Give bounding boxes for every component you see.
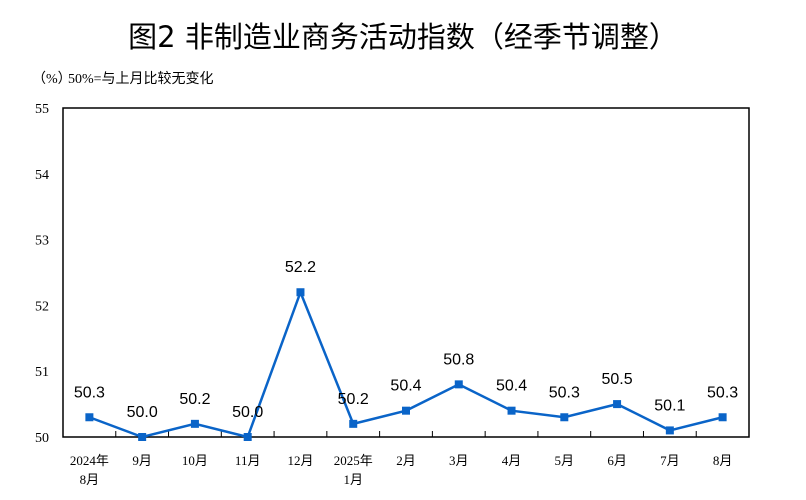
x-tick-label: 7月: [660, 453, 680, 468]
x-tick-label: 3月: [449, 453, 469, 468]
data-label: 50.0: [127, 404, 158, 421]
x-tick-label: 2024年: [70, 453, 109, 468]
x-tick-label: 9月: [132, 453, 152, 468]
data-point: [349, 419, 358, 428]
data-point: [665, 426, 674, 435]
y-tick-label: 51: [35, 365, 49, 380]
y-unit-label: （%）: [32, 72, 72, 87]
data-point: [402, 406, 410, 415]
data-label: 52.2: [285, 259, 316, 276]
plot-frame: [62, 107, 750, 438]
x-tick-label: 6月: [607, 453, 627, 468]
data-point: [85, 413, 94, 422]
x-tick-label: 2月: [396, 453, 416, 468]
x-tick-label: 5月: [555, 453, 575, 468]
x-tick-label: 10月: [182, 453, 208, 468]
data-point: [454, 380, 463, 389]
data-label: 50.2: [179, 391, 210, 408]
data-label: 50.3: [74, 384, 105, 401]
data-label: 50.4: [390, 378, 421, 395]
data-label: 50.0: [232, 404, 263, 421]
x-tick-label: 4月: [502, 453, 522, 468]
y-tick-label: 50: [35, 431, 49, 446]
data-label: 50.8: [443, 351, 474, 368]
data-label: 50.3: [549, 384, 580, 401]
data-label: 50.1: [654, 397, 685, 414]
data-point: [138, 433, 147, 441]
data-point: [190, 419, 199, 428]
data-label: 50.5: [602, 371, 633, 388]
data-point: [243, 433, 252, 441]
x-tick-label: 8月: [713, 453, 733, 468]
y-tick-label: 53: [35, 234, 49, 249]
data-point: [613, 400, 622, 409]
chart-annotation: 50%=与上月比较无变化: [68, 72, 214, 87]
data-point: [718, 413, 727, 422]
x-tick-label: 8月: [80, 472, 100, 487]
y-tick-label: 52: [35, 299, 49, 314]
data-label: 50.3: [707, 384, 738, 401]
series-line: [88, 288, 723, 439]
y-tick-label: 54: [35, 168, 49, 183]
x-tick-label: 1月: [343, 472, 363, 487]
x-tick-label: 12月: [287, 453, 313, 468]
data-point: [560, 413, 569, 422]
data-point: [296, 288, 305, 297]
data-point: [507, 406, 516, 415]
data-label: 50.4: [496, 378, 527, 395]
x-tick-label: 2025年: [334, 453, 373, 468]
chart-title: 图2 非制造业商务活动指数（经季节调整）: [128, 20, 678, 54]
y-tick-label: 55: [35, 102, 49, 117]
x-tick-label: 11月: [235, 453, 261, 468]
data-label: 50.2: [338, 391, 369, 408]
